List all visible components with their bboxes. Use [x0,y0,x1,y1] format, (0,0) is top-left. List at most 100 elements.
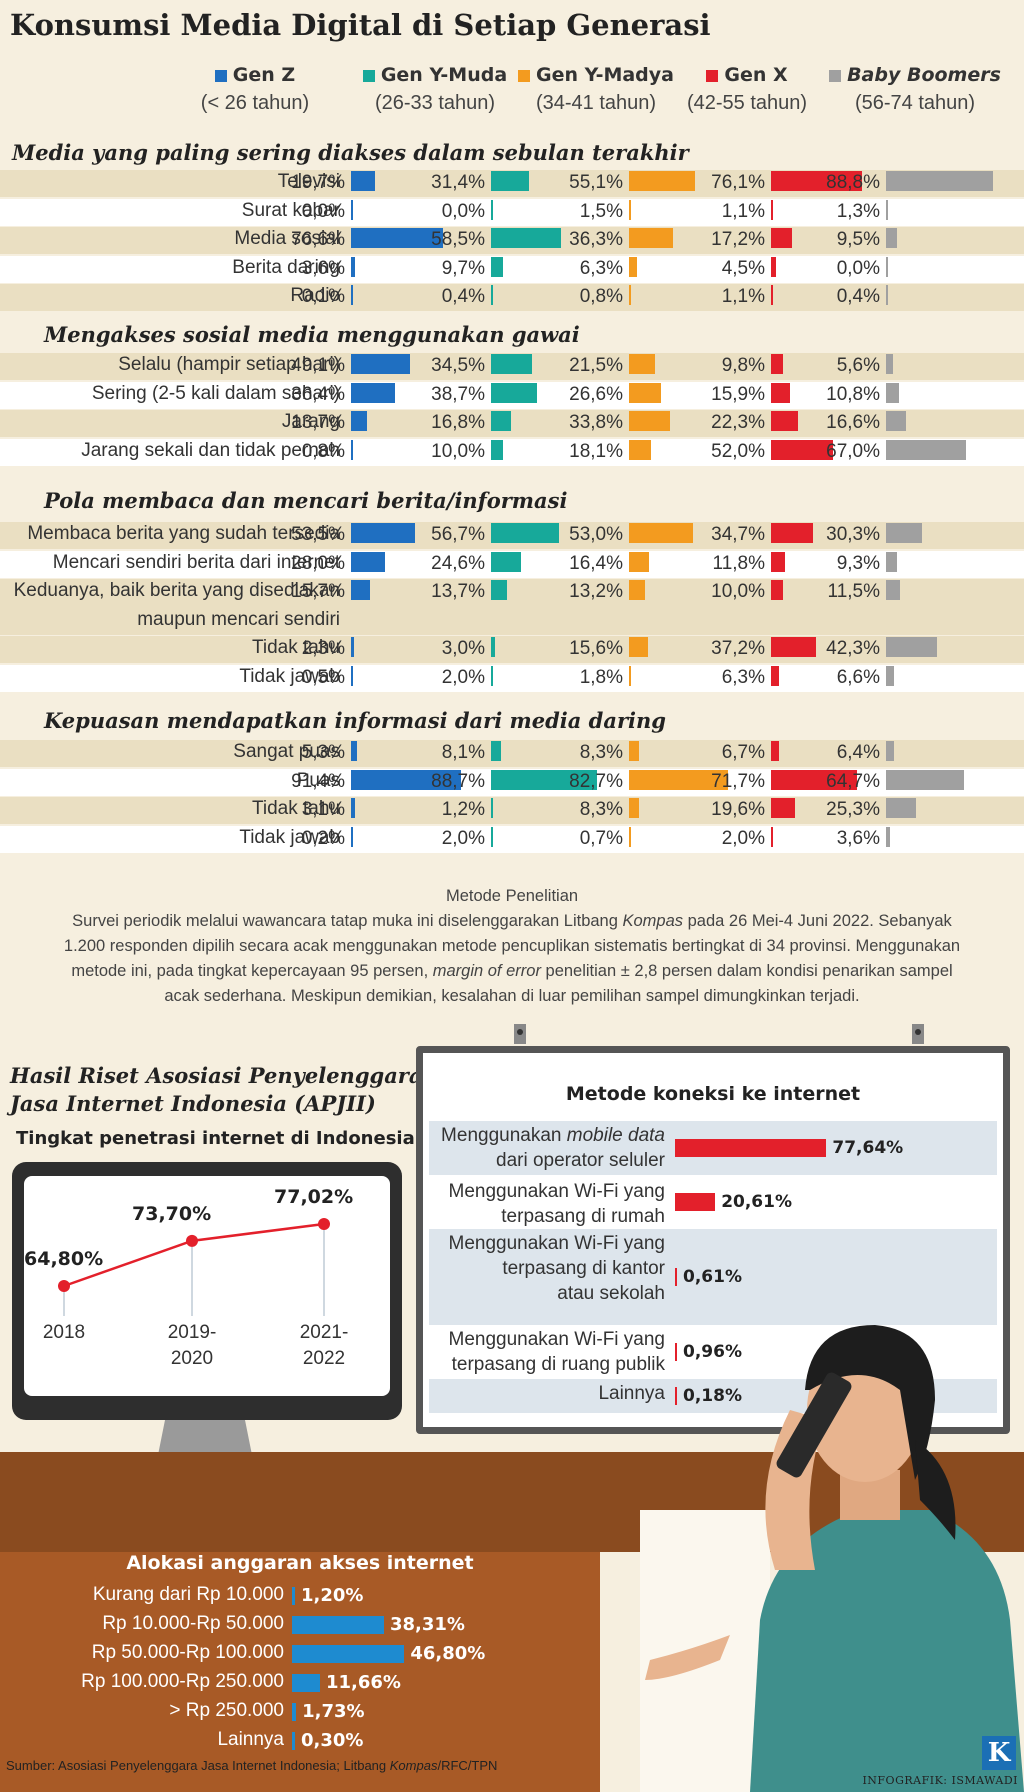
budget-value: 1,73% [302,1701,365,1722]
value-text: 5,3% [301,742,345,763]
value-cell: 36,4% [289,382,395,406]
value-text: 1,5% [579,200,623,222]
value-text: 6,3% [579,257,623,279]
value-bar [351,826,353,847]
method-line-4: acak sederhana. Meskipun demikian, kesal… [164,987,860,1005]
value-bar [886,228,898,249]
data-point [318,1218,330,1230]
value-text: 0,4% [441,286,485,308]
row-label: Sering (2-5 kali dalam sehari) [91,382,340,404]
value-cell: 64,7% [824,769,964,793]
value-text: 88,8% [826,172,880,193]
connection-value: 20,61% [721,1192,792,1212]
value-cell: 5,3% [289,741,358,764]
value-cell: 26,6% [567,382,661,406]
value-cell: 10,0% [709,580,783,603]
infographic-credit: INFOGRAFIK: ISMAWADI [862,1774,1018,1787]
budget-bar [292,1587,295,1605]
budget-bar [292,1645,405,1663]
value-text: 88,7% [431,770,485,792]
value-text: 0,4% [836,286,880,308]
value-text: 0,5% [301,667,345,688]
table-row: Tidak tahu 3,1% 1,2% 8,3% 19,6% 25,3% [0,797,1024,825]
value-bar [629,199,631,220]
value-bar [886,382,899,403]
x-tick-label: 2018 [42,1322,86,1343]
value-bar [886,523,923,543]
value-bar [771,551,786,572]
value-bar [771,826,774,847]
budget-value: 38,31% [389,1614,465,1635]
connection-label: Menggunakan Wi-Fi yang terpasang di kanto… [448,1233,666,1304]
value-bar [491,826,494,847]
value-text: 1,2% [441,799,485,821]
legend-age: (34-41 tahun) [535,92,657,114]
value-text: 56,7% [431,524,485,545]
value-cell: 3,6% [824,826,891,850]
value-cell: 34,5% [429,354,533,377]
connection-bar [675,1343,677,1361]
value-bar [629,551,649,572]
value-cell: 42,3% [824,637,937,660]
value-cell: 82,7% [567,769,729,793]
value-cell: 16,6% [824,411,906,434]
value-bar [629,826,631,847]
row-label: Tidak tahu [251,798,340,820]
value-bar [886,637,937,658]
connection-bar [675,1268,677,1286]
value-text: 49,1% [291,355,345,376]
value-text: 13,2% [569,581,623,603]
value-bar [771,354,783,374]
value-bar [351,411,368,432]
value-cell: 0,4% [824,285,888,308]
value-text: 25,3% [826,799,880,821]
value-bar [491,382,538,403]
value-cell: 1,3% [824,199,888,223]
value-bar [886,769,964,790]
value-cell: 3,0% [429,637,495,660]
penetration-title: Tingkat penetrasi internet di Indonesia [16,1128,415,1149]
legend-swatch [829,69,842,82]
row-label: Mencari sendiri berita dari internet [52,551,340,573]
shirt [750,1510,1024,1792]
value-bar [491,439,503,460]
value-cell: 6,6% [824,666,894,689]
value-bar [771,523,813,543]
value-cell: 11,5% [824,580,900,603]
connection-row: Menggunakan Wi-Fi yang terpasang di ruang… [429,1325,997,1379]
value-bar [351,523,416,543]
value-text: 9,8% [721,355,765,376]
budget-value: 11,66% [325,1672,401,1693]
data-point [186,1234,198,1247]
legend-swatch [214,69,227,82]
value-bar [771,439,834,460]
value-text: 4,5% [721,257,765,279]
hand [645,1635,730,1680]
phone-icon [776,1372,852,1478]
row-label: Selalu (hampir setiap hari) [118,354,340,375]
value-text: 1,3% [836,200,880,222]
value-bar [771,798,795,819]
value-bar [491,769,598,790]
value-text: 30,3% [826,524,880,545]
value-text: 24,6% [431,552,485,574]
table-row: Radio 0,1% 0,4% 0,8% 1,1% 0,4% [0,284,1024,312]
value-bar [351,769,461,790]
value-text: 9,3% [836,552,880,574]
value-bar [886,354,893,374]
value-bar [629,285,631,306]
legend-item-3: Gen Y-Madya (34-41 tahun) [505,64,687,115]
value-bar [629,637,648,658]
method-line-1: Survei periodik melalui wawancara tatap … [72,912,952,930]
value-text: 52,0% [711,440,765,462]
value-cell: 2,0% [429,666,494,689]
value-text: 9,5% [836,229,880,251]
kompas-logo: K [982,1736,1016,1770]
data-label: 73,70% [132,1202,212,1225]
value-bar [886,741,894,761]
value-bar [629,354,655,374]
value-text: 11,8% [712,552,765,574]
value-bar [491,411,512,432]
value-bar [886,256,888,277]
value-text: 3,6% [836,827,880,849]
